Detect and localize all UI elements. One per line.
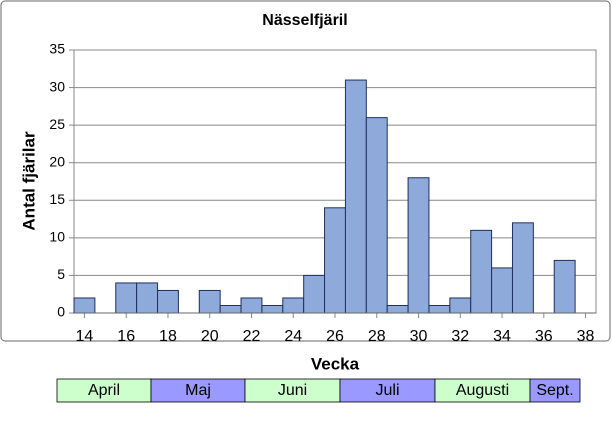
x-tick-label: 36 (535, 328, 553, 345)
bar (115, 282, 138, 314)
x-tick-label: 38 (577, 328, 595, 345)
bar (491, 267, 513, 314)
month-band (529, 378, 581, 403)
month-label: Juli (375, 382, 399, 399)
bar (407, 177, 430, 314)
y-tick-label: 30 (49, 78, 65, 94)
bar (261, 304, 284, 314)
bar (553, 259, 576, 314)
y-tick-label: 0 (57, 304, 65, 320)
bar (240, 297, 263, 314)
y-tick-label: 35 (49, 41, 65, 57)
x-tick-label: 14 (76, 328, 94, 345)
y-tick-label: 20 (49, 153, 65, 169)
y-tick-label: 25 (49, 116, 65, 132)
y-tick-label: 15 (49, 191, 65, 207)
y-tick-label: 5 (57, 266, 65, 282)
x-tick-label: 32 (451, 328, 469, 345)
x-tick-label: 16 (117, 328, 135, 345)
month-label: Juni (278, 382, 307, 399)
x-tick-label: 30 (410, 328, 428, 345)
chart-title: Nässelfjäril (262, 12, 347, 29)
y-tick-label: 10 (49, 229, 65, 245)
x-tick-label: 26 (326, 328, 344, 345)
bar (511, 222, 534, 314)
bar (449, 297, 472, 314)
x-tick-label: 24 (284, 328, 302, 345)
y-axis-label: Antal fjärilar (19, 131, 38, 231)
x-tick-label: 18 (159, 328, 177, 345)
month-label: Maj (185, 382, 211, 399)
bar (386, 304, 409, 314)
x-tick-label: 22 (243, 328, 261, 345)
x-tick-label: 20 (201, 328, 219, 345)
bar (428, 304, 451, 314)
bar (136, 282, 159, 314)
bar (344, 79, 367, 314)
x-tick-label: 34 (493, 328, 511, 345)
bar (198, 289, 221, 314)
bar (157, 289, 179, 314)
bar (470, 229, 493, 314)
month-label: April (88, 382, 120, 399)
month-label: Augusti (456, 382, 509, 399)
bar (73, 297, 96, 314)
bar (219, 304, 242, 314)
bar (303, 274, 326, 314)
bar (324, 207, 346, 314)
bar (282, 297, 305, 314)
bar (365, 117, 388, 314)
month-label: Sept. (536, 382, 573, 399)
x-tick-label: 28 (368, 328, 386, 345)
x-axis-label: Vecka (311, 354, 360, 373)
